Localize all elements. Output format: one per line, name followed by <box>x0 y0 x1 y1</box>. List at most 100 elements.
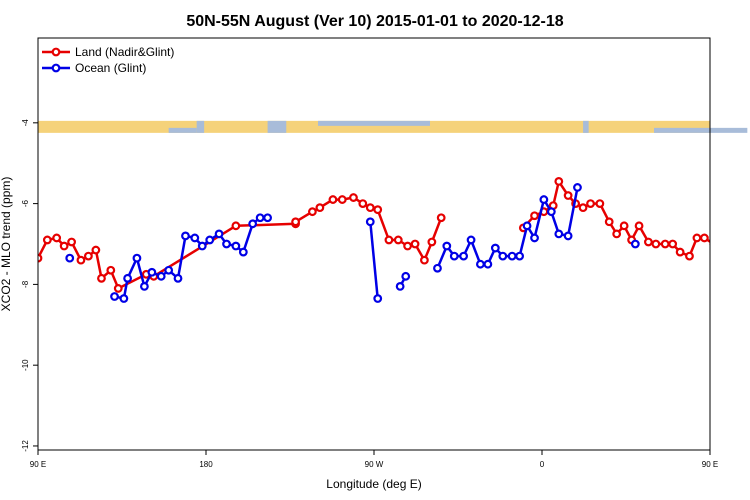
land-point <box>619 221 629 231</box>
land-point <box>709 241 710 247</box>
land-point <box>563 191 573 200</box>
land-point <box>668 239 678 249</box>
y-tick-label: -8 <box>21 280 30 288</box>
land-point <box>727 255 734 262</box>
land-point <box>358 199 368 209</box>
ocean-point <box>476 259 485 269</box>
x-tick-label: 90 E <box>702 460 718 469</box>
legend-ocean-marker <box>51 63 61 73</box>
ocean-point <box>522 221 532 231</box>
legend: Land (Nadir&Glint) Ocean (Glint) <box>42 45 174 75</box>
ocean-point <box>123 273 132 283</box>
ocean-series-line <box>369 221 379 299</box>
land-point <box>660 239 670 249</box>
land-point <box>554 176 564 186</box>
land-point <box>52 233 62 243</box>
ocean-point <box>573 183 582 192</box>
legend-land-marker <box>51 47 61 57</box>
land-point <box>586 199 595 209</box>
axes: 90 E 180 90 W 0 90 E -4 -6 -8 -10 -12 <box>21 119 718 469</box>
x-tick-label: 90 E <box>30 460 46 469</box>
series-layer <box>38 176 749 303</box>
ocean-point <box>173 273 183 283</box>
legend-ocean-label: Ocean (Glint) <box>75 61 146 75</box>
ocean-point <box>263 213 273 223</box>
land-point <box>692 233 702 243</box>
ocean-point <box>507 251 517 261</box>
land-point <box>675 247 685 257</box>
land-point <box>530 211 539 221</box>
land-point <box>67 237 76 247</box>
land-point <box>328 195 338 204</box>
y-tick-label: -10 <box>21 359 30 371</box>
ocean-point <box>231 241 241 251</box>
ocean-point <box>466 235 476 245</box>
land-point <box>349 193 358 202</box>
x-tick-label: 180 <box>199 460 213 469</box>
ocean-point <box>190 233 200 243</box>
ocean-point <box>433 263 442 273</box>
ocean-point <box>395 282 405 291</box>
x-tick-label: 90 W <box>365 460 384 469</box>
land-point <box>742 245 749 252</box>
land-point <box>308 207 317 217</box>
land-point <box>604 217 614 227</box>
y-tick-label: -12 <box>21 440 30 452</box>
land-point <box>365 203 375 213</box>
band-ocean-segment <box>318 120 430 126</box>
ocean-point <box>563 231 573 241</box>
band-ocean-segment <box>654 127 748 133</box>
band-ocean-segment <box>168 127 197 133</box>
land-point <box>436 213 446 223</box>
ocean-point <box>401 271 411 281</box>
ocean-point <box>490 243 500 253</box>
land-point <box>97 273 106 283</box>
x-axis-label: Longitude (deg E) <box>326 477 421 491</box>
ocean-point <box>515 251 524 261</box>
ocean-point <box>498 251 508 261</box>
land-point <box>42 235 52 245</box>
land-point <box>427 237 437 247</box>
land-point <box>59 241 69 251</box>
chart-title: 50N-55N August (Ver 10) 2015-01-01 to 20… <box>186 13 563 30</box>
land-point <box>403 241 413 251</box>
land-point <box>291 217 301 227</box>
land-point <box>718 237 725 244</box>
y-axis-label: XCO2 - MLO trend (ppm) <box>0 177 13 312</box>
y-tick-label: -6 <box>21 200 30 208</box>
plot-frame <box>37 37 711 451</box>
ocean-point <box>546 207 556 217</box>
land-point <box>578 203 588 213</box>
land-point <box>735 251 742 258</box>
ocean-point <box>365 217 375 227</box>
ocean-point <box>65 253 75 263</box>
land-point <box>595 199 605 209</box>
land-point <box>410 239 420 249</box>
ocean-point <box>255 213 265 223</box>
land-point <box>83 251 93 261</box>
land-point <box>384 235 394 245</box>
land-point <box>113 284 123 293</box>
land-series-line <box>38 222 296 290</box>
ocean-point <box>373 294 383 303</box>
land-point <box>373 205 383 215</box>
ocean-point <box>554 229 564 239</box>
band-ocean-segment <box>196 120 205 133</box>
land-point <box>393 235 403 245</box>
land-point <box>612 229 622 239</box>
y-tick-label: -4 <box>21 119 30 127</box>
legend-land-label: Land (Nadir&Glint) <box>75 45 174 59</box>
land-point <box>231 221 241 231</box>
ocean-point <box>205 235 215 245</box>
band-ocean-segment <box>583 120 589 133</box>
ocean-point <box>139 282 149 291</box>
land-point <box>685 251 694 261</box>
ocean-point <box>248 219 258 229</box>
ocean-point <box>156 271 166 281</box>
ocean-point <box>442 241 452 251</box>
land-point <box>700 233 709 243</box>
ocean-point <box>530 233 539 243</box>
land-point <box>76 255 86 265</box>
land-point <box>315 203 325 213</box>
